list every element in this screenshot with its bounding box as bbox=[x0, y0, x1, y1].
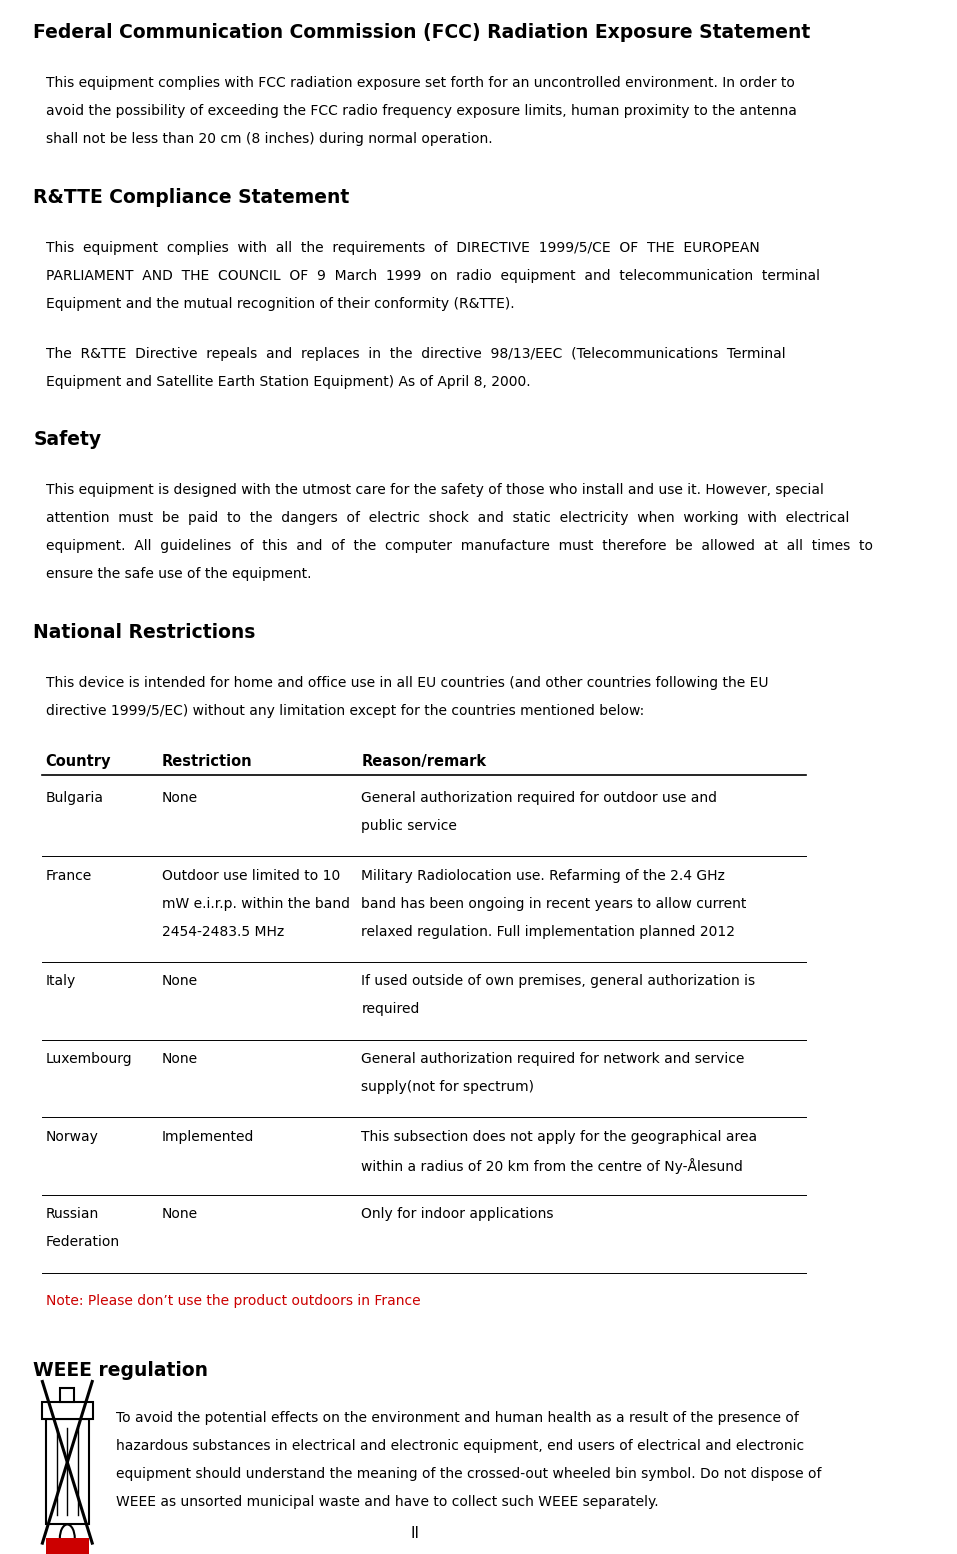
Text: None: None bbox=[162, 1207, 198, 1221]
Text: Norway: Norway bbox=[46, 1130, 99, 1144]
Text: General authorization required for network and service: General authorization required for netwo… bbox=[362, 1052, 745, 1066]
Text: hazardous substances in electrical and electronic equipment, end users of electr: hazardous substances in electrical and e… bbox=[117, 1439, 805, 1453]
Text: The  R&TTE  Directive  repeals  and  replaces  in  the  directive  98/13/EEC  (T: The R&TTE Directive repeals and replaces… bbox=[46, 347, 786, 361]
Text: Federation: Federation bbox=[46, 1235, 120, 1249]
Text: ensure the safe use of the equipment.: ensure the safe use of the equipment. bbox=[46, 567, 311, 581]
Text: If used outside of own premises, general authorization is: If used outside of own premises, general… bbox=[362, 974, 756, 988]
Text: Federal Communication Commission (FCC) Radiation Exposure Statement: Federal Communication Commission (FCC) R… bbox=[33, 23, 811, 42]
Text: Equipment and the mutual recognition of their conformity (R&TTE).: Equipment and the mutual recognition of … bbox=[46, 297, 514, 311]
Bar bbox=[46, 1538, 89, 1554]
Text: Russian: Russian bbox=[46, 1207, 99, 1221]
Text: band has been ongoing in recent years to allow current: band has been ongoing in recent years to… bbox=[362, 897, 746, 911]
Bar bbox=[46, 1419, 89, 1524]
Text: Italy: Italy bbox=[46, 974, 76, 988]
Text: This equipment is designed with the utmost care for the safety of those who inst: This equipment is designed with the utmo… bbox=[46, 483, 824, 497]
Text: Note: Please don’t use the product outdoors in France: Note: Please don’t use the product outdo… bbox=[46, 1294, 420, 1308]
Text: None: None bbox=[162, 974, 198, 988]
Text: This  equipment  complies  with  all  the  requirements  of  DIRECTIVE  1999/5/C: This equipment complies with all the req… bbox=[46, 241, 760, 255]
Text: equipment should understand the meaning of the crossed-out wheeled bin symbol. D: equipment should understand the meaning … bbox=[117, 1467, 822, 1481]
Text: General authorization required for outdoor use and: General authorization required for outdo… bbox=[362, 791, 718, 805]
Bar bbox=[42, 1402, 93, 1419]
Text: Military Radiolocation use. Refarming of the 2.4 GHz: Military Radiolocation use. Refarming of… bbox=[362, 869, 725, 883]
Text: Only for indoor applications: Only for indoor applications bbox=[362, 1207, 554, 1221]
Text: supply(not for spectrum): supply(not for spectrum) bbox=[362, 1080, 534, 1094]
Text: This device is intended for home and office use in all EU countries (and other c: This device is intended for home and off… bbox=[46, 676, 768, 690]
Text: Equipment and Satellite Earth Station Equipment) As of April 8, 2000.: Equipment and Satellite Earth Station Eq… bbox=[46, 375, 530, 388]
Text: Reason/remark: Reason/remark bbox=[362, 754, 486, 769]
Text: National Restrictions: National Restrictions bbox=[33, 623, 256, 642]
Text: WEEE regulation: WEEE regulation bbox=[33, 1361, 209, 1380]
Text: Outdoor use limited to 10: Outdoor use limited to 10 bbox=[162, 869, 341, 883]
Text: None: None bbox=[162, 791, 198, 805]
Text: public service: public service bbox=[362, 819, 457, 833]
Text: This equipment complies with FCC radiation exposure set forth for an uncontrolle: This equipment complies with FCC radiati… bbox=[46, 76, 794, 90]
Text: PARLIAMENT  AND  THE  COUNCIL  OF  9  March  1999  on  radio  equipment  and  te: PARLIAMENT AND THE COUNCIL OF 9 March 19… bbox=[46, 269, 820, 283]
Text: directive 1999/5/EC) without any limitation except for the countries mentioned b: directive 1999/5/EC) without any limitat… bbox=[46, 704, 644, 718]
Text: France: France bbox=[46, 869, 92, 883]
Text: R&TTE Compliance Statement: R&TTE Compliance Statement bbox=[33, 188, 349, 207]
Text: Restriction: Restriction bbox=[162, 754, 253, 769]
Text: required: required bbox=[362, 1002, 420, 1016]
Bar bbox=[60, 1388, 75, 1402]
Text: mW e.i.r.p. within the band: mW e.i.r.p. within the band bbox=[162, 897, 350, 911]
Text: Country: Country bbox=[46, 754, 111, 769]
Text: II: II bbox=[411, 1526, 420, 1542]
Text: equipment.  All  guidelines  of  this  and  of  the  computer  manufacture  must: equipment. All guidelines of this and of… bbox=[46, 539, 873, 553]
Text: avoid the possibility of exceeding the FCC radio frequency exposure limits, huma: avoid the possibility of exceeding the F… bbox=[46, 104, 796, 118]
Text: attention  must  be  paid  to  the  dangers  of  electric  shock  and  static  e: attention must be paid to the dangers of… bbox=[46, 511, 849, 525]
Text: shall not be less than 20 cm (8 inches) during normal operation.: shall not be less than 20 cm (8 inches) … bbox=[46, 132, 492, 146]
Text: relaxed regulation. Full implementation planned 2012: relaxed regulation. Full implementation … bbox=[362, 925, 735, 939]
Text: Luxembourg: Luxembourg bbox=[46, 1052, 132, 1066]
Text: None: None bbox=[162, 1052, 198, 1066]
Text: This subsection does not apply for the geographical area: This subsection does not apply for the g… bbox=[362, 1130, 758, 1144]
Text: Bulgaria: Bulgaria bbox=[46, 791, 103, 805]
Circle shape bbox=[60, 1524, 75, 1552]
Text: To avoid the potential effects on the environment and human health as a result o: To avoid the potential effects on the en… bbox=[117, 1411, 799, 1425]
Text: Safety: Safety bbox=[33, 430, 101, 449]
Text: 2454-2483.5 MHz: 2454-2483.5 MHz bbox=[162, 925, 284, 939]
Text: within a radius of 20 km from the centre of Ny-Ålesund: within a radius of 20 km from the centre… bbox=[362, 1158, 744, 1173]
Text: Implemented: Implemented bbox=[162, 1130, 255, 1144]
Text: WEEE as unsorted municipal waste and have to collect such WEEE separately.: WEEE as unsorted municipal waste and hav… bbox=[117, 1495, 659, 1509]
